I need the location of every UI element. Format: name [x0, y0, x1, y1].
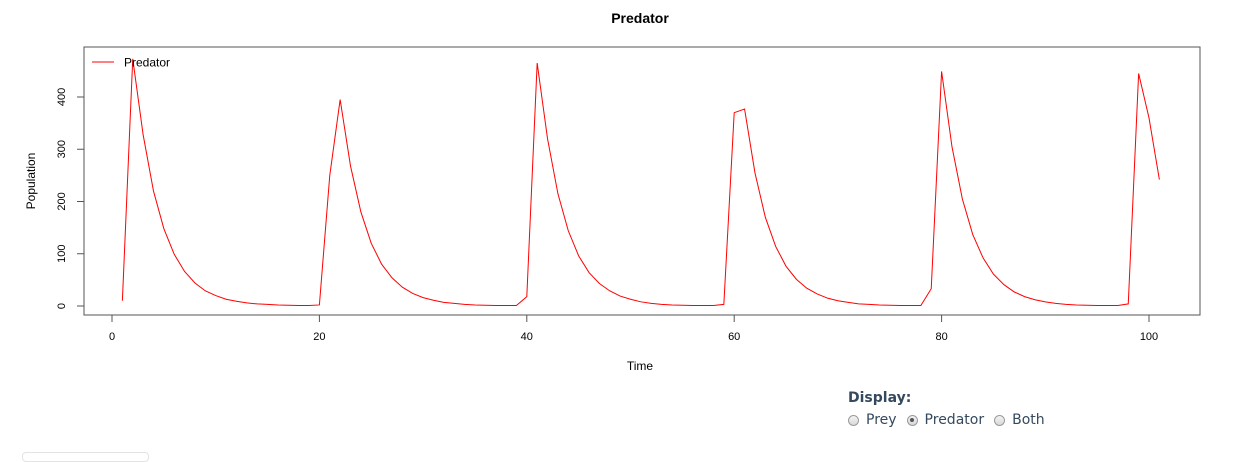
display-label: Display:	[848, 390, 912, 406]
series-line-predator	[121, 58, 1160, 306]
radio-predator-label: Predator	[924, 412, 985, 428]
radio-prey-circle[interactable]	[848, 414, 859, 426]
axes: 0 20 40 60 80 100 0 100 200 300 400	[56, 88, 1158, 343]
y-tick-label: 0	[56, 303, 68, 309]
radio-both-circle[interactable]	[994, 414, 1006, 426]
radio-predator-circle[interactable]	[906, 414, 918, 426]
y-tick-label: 200	[56, 192, 68, 210]
chart-title: Predator	[611, 10, 669, 26]
x-axis-label: Time	[627, 359, 654, 373]
plot-frame	[83, 46, 1201, 316]
y-tick-label: 100	[56, 245, 68, 263]
y-axis-label: Population	[24, 153, 38, 210]
y-tick-label: 300	[56, 140, 68, 158]
x-tick-label: 40	[521, 331, 533, 343]
radio-both[interactable]: Both	[994, 412, 1045, 428]
series-layer	[121, 58, 1160, 306]
radio-both-label: Both	[1012, 412, 1045, 428]
panel-edge	[22, 452, 149, 462]
display-control: Display: Prey Predator Both	[848, 390, 1055, 428]
x-tick-label: 60	[728, 331, 740, 343]
x-tick-label: 20	[313, 331, 325, 343]
x-tick-label: 80	[935, 331, 947, 343]
display-radio-group: Prey Predator Both	[848, 412, 1055, 428]
x-tick-label: 100	[1140, 331, 1158, 343]
legend: Predator	[92, 56, 170, 70]
x-tick-label: 0	[109, 331, 115, 343]
y-tick-label: 400	[56, 88, 68, 106]
radio-predator[interactable]: Predator	[906, 412, 985, 428]
radio-prey[interactable]: Prey	[848, 412, 897, 428]
predator-chart: Predator 0 20 40 60 80 100 0 100 200 300 400 Preda…	[24, 10, 1201, 373]
legend-entry-predator: Predator	[124, 56, 170, 70]
radio-prey-label: Prey	[866, 412, 897, 428]
